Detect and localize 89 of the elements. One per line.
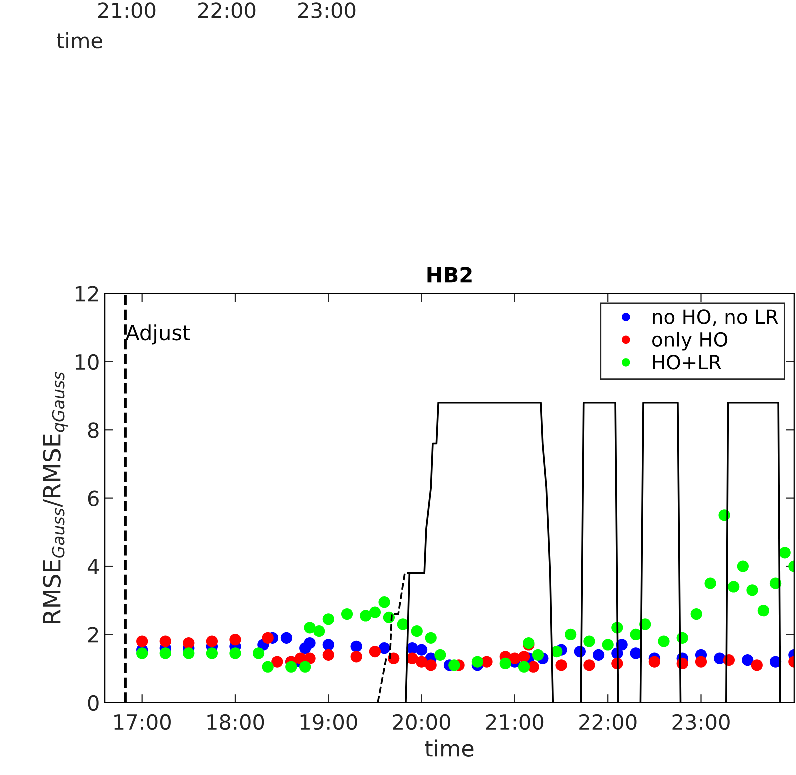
point — [746, 584, 758, 596]
point — [448, 660, 460, 672]
point — [322, 614, 334, 626]
point — [425, 632, 437, 644]
point — [742, 654, 754, 666]
x-tick-label: 21:00 — [486, 714, 544, 730]
point — [416, 644, 428, 656]
point — [584, 660, 596, 672]
point — [416, 656, 428, 668]
point — [518, 651, 530, 663]
text: time — [57, 32, 102, 49]
point — [704, 578, 716, 590]
point — [160, 648, 172, 660]
x-tick-label: 23:00 — [672, 714, 730, 730]
point — [369, 606, 382, 618]
point — [584, 636, 596, 648]
point — [136, 636, 148, 648]
point — [556, 660, 568, 672]
legend-label: HO+LR — [653, 355, 722, 370]
point — [648, 656, 660, 668]
point — [592, 649, 605, 661]
point — [230, 634, 242, 646]
point — [183, 637, 195, 650]
point — [690, 608, 702, 620]
y-tick-label: 6 — [88, 490, 99, 507]
point — [500, 658, 512, 670]
point — [397, 618, 409, 630]
point — [160, 636, 172, 648]
y-tick-label: 4 — [88, 559, 100, 574]
y-tick-label: 2 — [88, 627, 98, 643]
point — [272, 656, 284, 668]
point — [695, 656, 708, 668]
ref-line-label: Adjust — [126, 324, 190, 345]
point — [425, 660, 437, 672]
point — [630, 648, 642, 660]
point — [322, 639, 334, 651]
y-tick-label: 8 — [88, 422, 99, 438]
text: 23:00 — [298, 2, 356, 18]
point — [360, 610, 372, 622]
point — [304, 622, 316, 634]
point — [136, 648, 148, 660]
x-tick-label: 18:00 — [208, 714, 264, 730]
point — [565, 628, 577, 641]
point — [751, 660, 763, 672]
point — [434, 649, 446, 661]
point — [602, 639, 614, 651]
y-axis-title: RMSE$_{Gauss}$/RMSE$_{qGauss}$ — [43, 372, 68, 624]
point — [350, 651, 362, 663]
point — [472, 656, 484, 668]
point — [737, 560, 749, 572]
point — [728, 581, 740, 593]
x-axis-title: time — [425, 740, 474, 757]
legend-label: no HO, no LR — [653, 310, 778, 326]
point — [518, 661, 530, 673]
point — [300, 661, 312, 673]
point — [341, 608, 354, 620]
point — [262, 661, 274, 673]
point — [206, 648, 218, 660]
point — [758, 605, 770, 617]
point — [779, 547, 791, 559]
legend-label: only HO — [652, 332, 728, 351]
chart-title: HB2 — [428, 267, 472, 283]
x-tick-label: 17:00 — [114, 714, 171, 730]
point — [314, 626, 326, 638]
y-tick-label: 10 — [76, 354, 99, 370]
point — [252, 648, 265, 660]
point — [183, 648, 195, 660]
point — [411, 626, 423, 638]
text: 21:00 — [98, 2, 156, 18]
point — [369, 646, 382, 658]
point — [230, 648, 242, 660]
text: 22:00 — [198, 2, 256, 18]
x-tick-label: 19:00 — [300, 714, 358, 730]
point — [304, 652, 316, 664]
point — [304, 637, 316, 650]
point — [280, 632, 293, 644]
x-tick-label: 22:00 — [580, 714, 637, 730]
point — [378, 596, 390, 608]
y-tick-label: 0 — [88, 695, 99, 712]
x-tick-label: 20:00 — [393, 714, 450, 730]
point — [630, 628, 642, 641]
point — [322, 649, 334, 661]
point — [532, 649, 544, 661]
point — [286, 661, 298, 673]
point — [262, 632, 274, 644]
point — [206, 636, 218, 648]
point — [350, 640, 362, 652]
y-tick-label: 12 — [76, 286, 98, 302]
point — [658, 636, 670, 648]
